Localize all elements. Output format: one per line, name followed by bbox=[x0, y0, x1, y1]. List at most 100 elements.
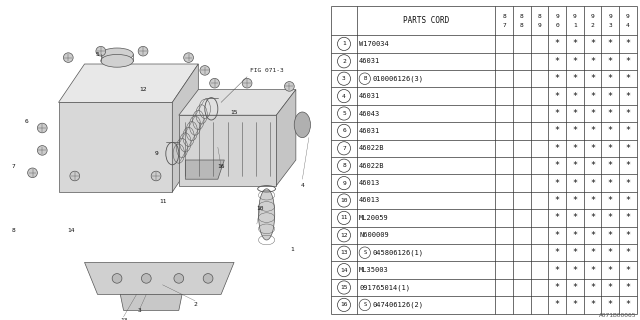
Text: 7: 7 bbox=[342, 146, 346, 151]
Text: 8: 8 bbox=[520, 23, 524, 28]
Text: *: * bbox=[555, 196, 559, 205]
Text: 2: 2 bbox=[342, 59, 346, 64]
Text: A071B00065: A071B00065 bbox=[599, 313, 637, 318]
Text: 46013: 46013 bbox=[359, 197, 380, 204]
Text: *: * bbox=[608, 144, 612, 153]
Bar bbox=[332, 6, 637, 35]
Text: *: * bbox=[608, 39, 612, 48]
Text: *: * bbox=[572, 266, 577, 275]
Text: 4: 4 bbox=[301, 183, 304, 188]
Text: *: * bbox=[625, 57, 630, 66]
Text: 10: 10 bbox=[340, 198, 348, 203]
Text: 16: 16 bbox=[340, 302, 348, 308]
Text: *: * bbox=[625, 283, 630, 292]
Polygon shape bbox=[120, 294, 182, 310]
Text: *: * bbox=[555, 126, 559, 135]
Text: *: * bbox=[572, 109, 577, 118]
Text: *: * bbox=[572, 39, 577, 48]
Text: *: * bbox=[608, 231, 612, 240]
Text: *: * bbox=[608, 57, 612, 66]
Text: 9: 9 bbox=[154, 151, 158, 156]
Text: 3: 3 bbox=[342, 76, 346, 81]
Text: *: * bbox=[590, 92, 595, 100]
Circle shape bbox=[210, 78, 220, 88]
Circle shape bbox=[112, 274, 122, 283]
Text: *: * bbox=[572, 248, 577, 257]
Text: *: * bbox=[555, 39, 559, 48]
Text: 9: 9 bbox=[609, 13, 612, 19]
Circle shape bbox=[285, 82, 294, 91]
Text: *: * bbox=[608, 126, 612, 135]
Text: 46022B: 46022B bbox=[359, 163, 385, 169]
Text: 46031: 46031 bbox=[359, 58, 380, 64]
Text: 6: 6 bbox=[24, 119, 28, 124]
Text: *: * bbox=[608, 283, 612, 292]
Text: 7: 7 bbox=[11, 164, 15, 169]
Text: 9: 9 bbox=[591, 13, 595, 19]
Text: FIG 071-3: FIG 071-3 bbox=[250, 68, 284, 73]
Text: *: * bbox=[625, 196, 630, 205]
Text: *: * bbox=[572, 213, 577, 222]
Circle shape bbox=[204, 274, 213, 283]
Polygon shape bbox=[179, 90, 296, 115]
Text: *: * bbox=[555, 179, 559, 188]
Circle shape bbox=[70, 171, 79, 181]
Text: 9: 9 bbox=[538, 23, 541, 28]
Text: *: * bbox=[608, 266, 612, 275]
Polygon shape bbox=[276, 90, 296, 186]
Circle shape bbox=[174, 274, 184, 283]
Text: *: * bbox=[625, 109, 630, 118]
Text: *: * bbox=[608, 213, 612, 222]
Circle shape bbox=[141, 274, 151, 283]
Text: 15: 15 bbox=[340, 285, 348, 290]
Text: *: * bbox=[572, 161, 577, 170]
Text: *: * bbox=[572, 57, 577, 66]
Text: *: * bbox=[608, 109, 612, 118]
Text: N600009: N600009 bbox=[359, 232, 389, 238]
Text: *: * bbox=[625, 179, 630, 188]
Text: 047406126(2): 047406126(2) bbox=[372, 302, 423, 308]
Text: *: * bbox=[555, 92, 559, 100]
Text: *: * bbox=[590, 74, 595, 83]
Ellipse shape bbox=[100, 48, 133, 61]
Text: *: * bbox=[555, 266, 559, 275]
Text: *: * bbox=[572, 92, 577, 100]
Text: 2: 2 bbox=[591, 23, 595, 28]
Text: *: * bbox=[590, 126, 595, 135]
Text: *: * bbox=[590, 196, 595, 205]
Text: *: * bbox=[625, 161, 630, 170]
Circle shape bbox=[96, 46, 106, 56]
Text: S: S bbox=[363, 250, 367, 255]
Text: *: * bbox=[555, 283, 559, 292]
Text: 46031: 46031 bbox=[359, 93, 380, 99]
Text: 14: 14 bbox=[340, 268, 348, 273]
Text: *: * bbox=[625, 300, 630, 309]
Text: 8: 8 bbox=[502, 13, 506, 19]
Text: *: * bbox=[555, 213, 559, 222]
Text: *: * bbox=[590, 248, 595, 257]
Text: 010006126(3): 010006126(3) bbox=[372, 76, 423, 82]
Text: 091765014(1): 091765014(1) bbox=[359, 284, 410, 291]
Text: *: * bbox=[590, 283, 595, 292]
Text: 46043: 46043 bbox=[359, 110, 380, 116]
Text: 11: 11 bbox=[340, 215, 348, 220]
Text: 8: 8 bbox=[538, 13, 541, 19]
Text: 9: 9 bbox=[342, 180, 346, 186]
Text: *: * bbox=[608, 92, 612, 100]
Ellipse shape bbox=[294, 112, 310, 138]
Text: *: * bbox=[572, 196, 577, 205]
Text: *: * bbox=[625, 126, 630, 135]
Text: 14: 14 bbox=[68, 228, 76, 233]
Text: 3: 3 bbox=[138, 308, 141, 313]
Circle shape bbox=[37, 123, 47, 133]
Text: 1: 1 bbox=[573, 23, 577, 28]
Text: *: * bbox=[590, 231, 595, 240]
Text: 6: 6 bbox=[342, 128, 346, 133]
Polygon shape bbox=[58, 64, 198, 102]
Text: *: * bbox=[572, 74, 577, 83]
Text: 1: 1 bbox=[342, 41, 346, 46]
Text: *: * bbox=[608, 74, 612, 83]
Polygon shape bbox=[172, 64, 198, 192]
Text: 15: 15 bbox=[230, 109, 238, 115]
Circle shape bbox=[242, 78, 252, 88]
